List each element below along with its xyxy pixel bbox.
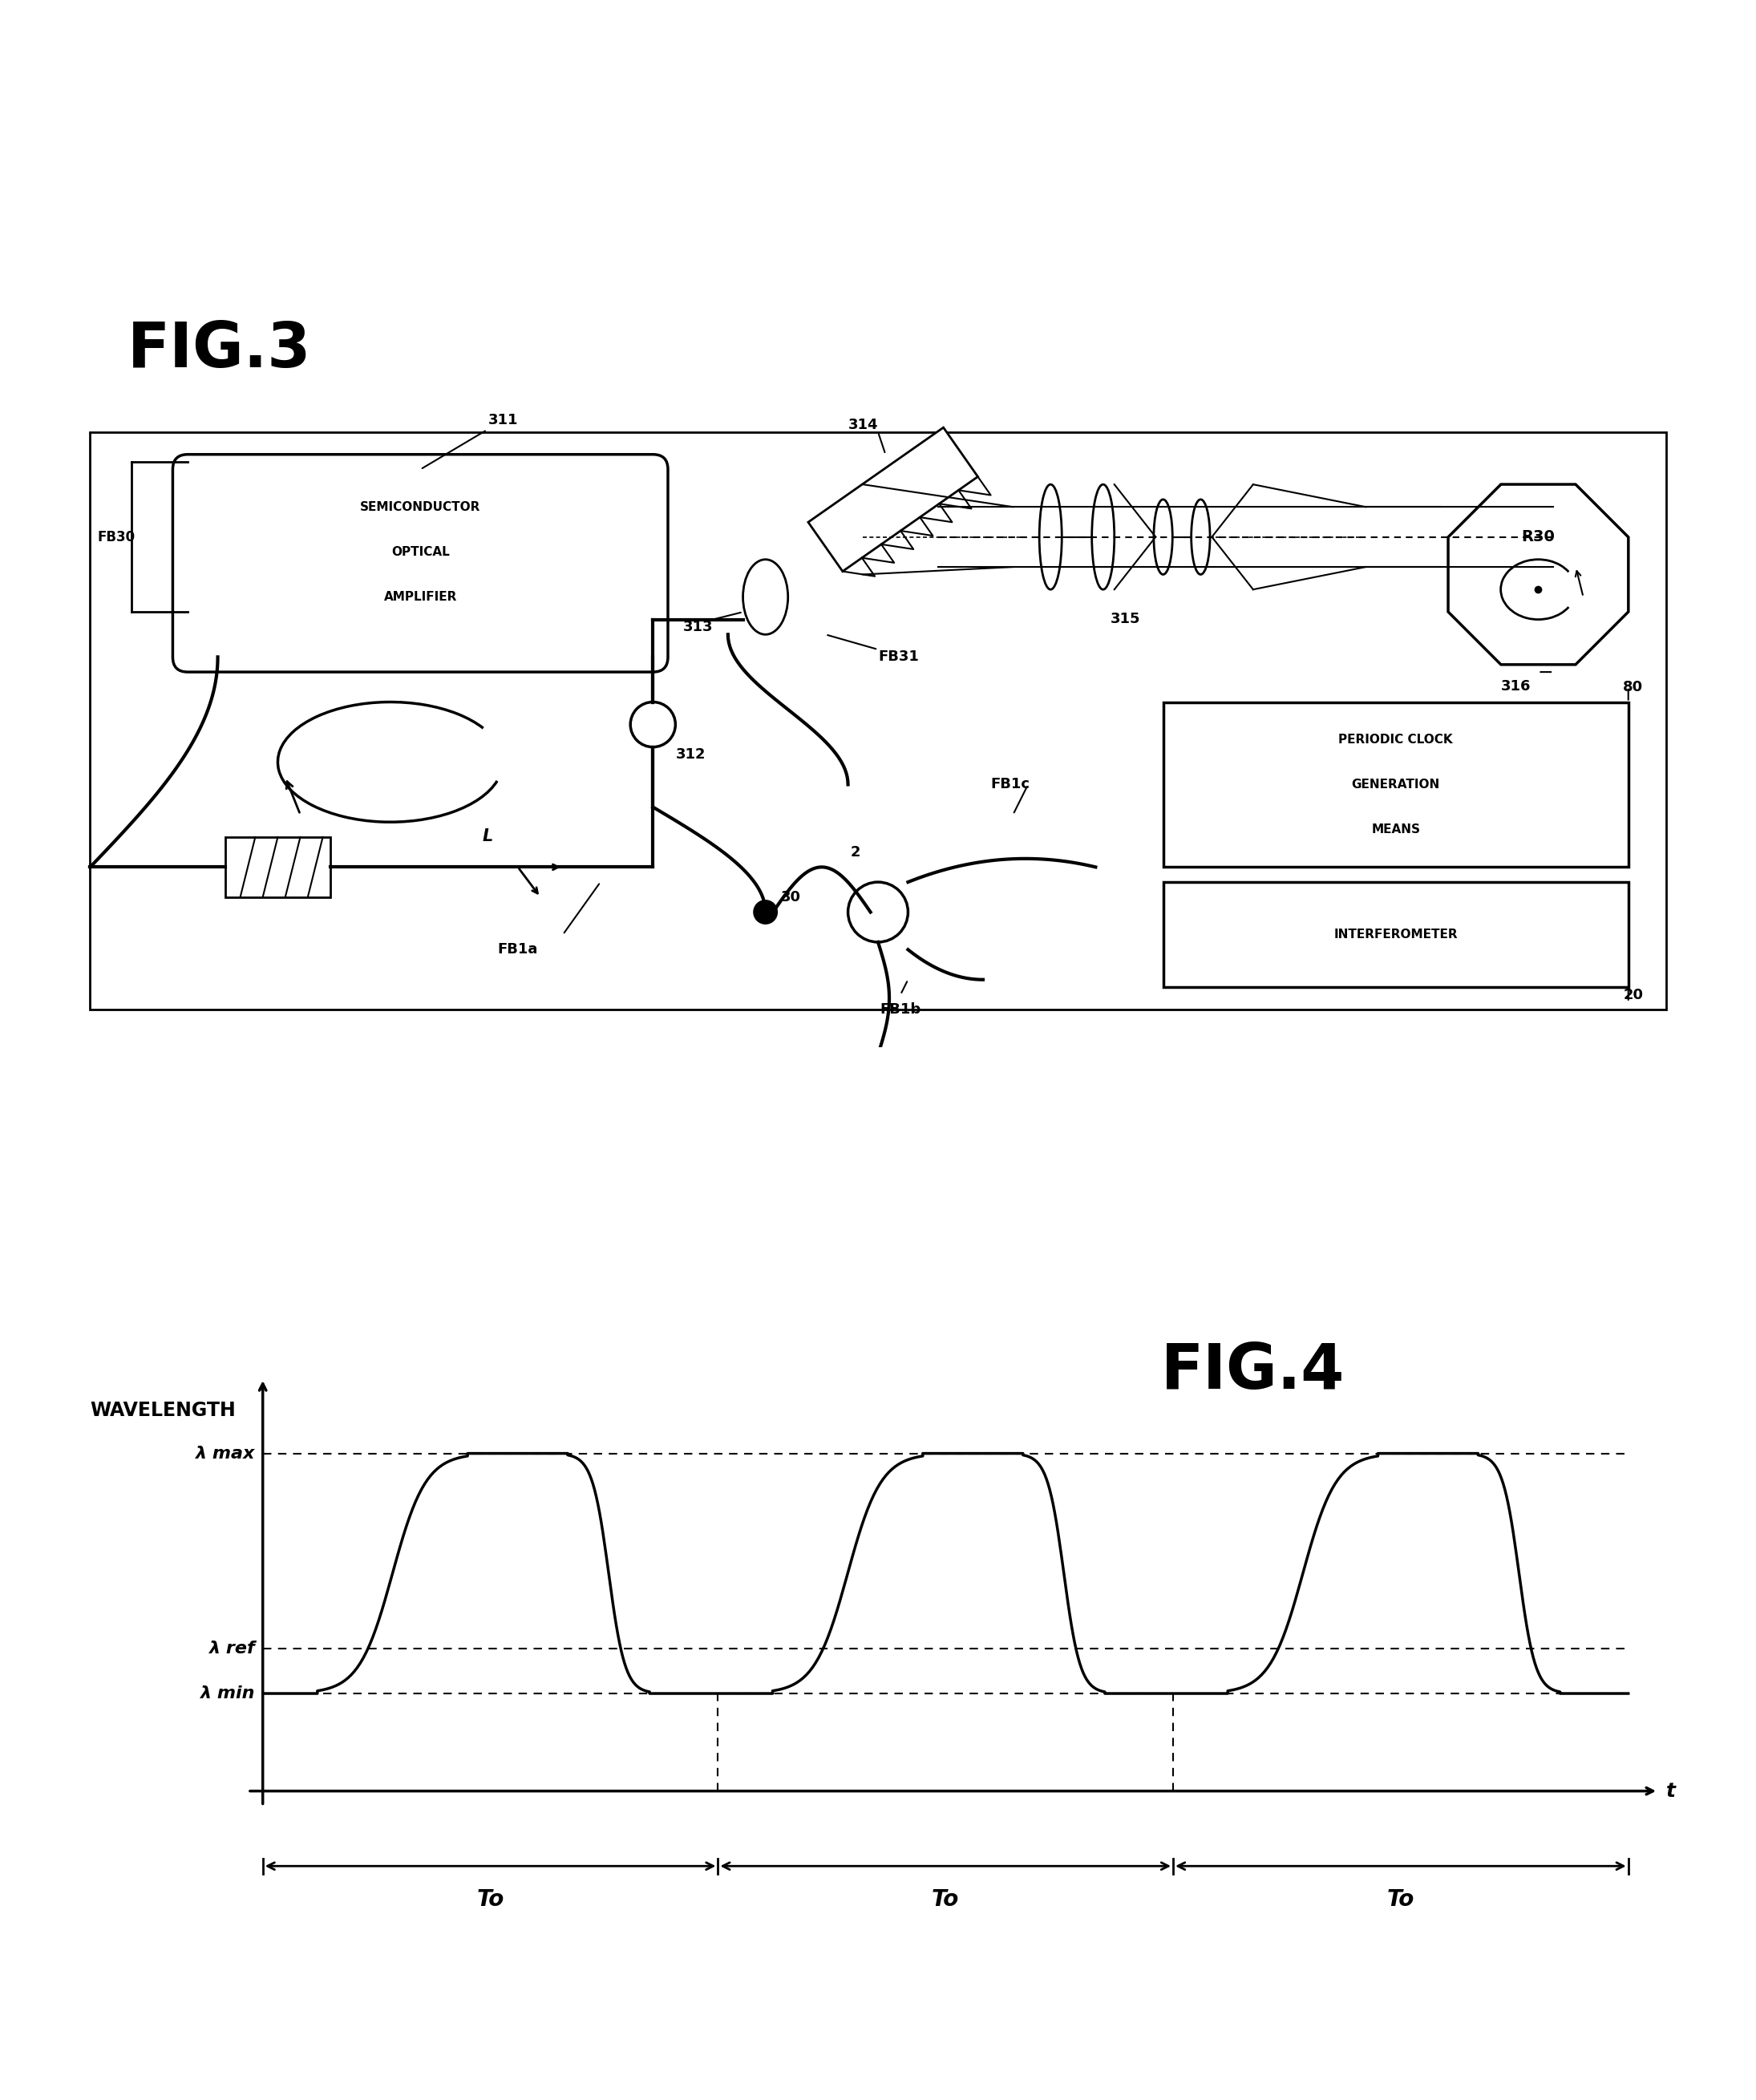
Text: 311: 311 [421,414,518,468]
Text: GENERATION: GENERATION [1352,779,1440,790]
Text: 80: 80 [1623,680,1644,695]
Bar [225,838,330,897]
Bar [1162,701,1628,867]
Text: 314: 314 [848,418,878,433]
Text: PERIODIC CLOCK: PERIODIC CLOCK [1338,733,1452,746]
Text: FB31: FB31 [878,649,918,664]
Text: 2: 2 [850,844,860,859]
Ellipse shape [1154,500,1173,575]
Circle shape [848,882,908,943]
Text: 312: 312 [676,748,706,762]
Text: t: t [1666,1781,1675,1800]
Text: 315: 315 [1110,611,1141,626]
Text: To: To [1387,1888,1415,1911]
Bar [90,433,1666,1010]
Text: To: To [932,1888,959,1911]
Text: WAVELENGTH: WAVELENGTH [90,1401,235,1420]
Text: 316: 316 [1501,680,1531,693]
Text: To: To [476,1888,504,1911]
Text: FIG.3: FIG.3 [128,319,313,380]
Text: λ ref: λ ref [209,1640,255,1657]
Text: SEMICONDUCTOR: SEMICONDUCTOR [360,502,481,512]
Text: 30: 30 [780,890,801,905]
Text: FB1b: FB1b [880,1002,922,1016]
Polygon shape [1449,485,1628,664]
Text: λ min: λ min [200,1686,255,1701]
Text: FIG.4: FIG.4 [1161,1342,1345,1403]
Text: R30: R30 [1521,529,1556,544]
Ellipse shape [743,559,788,634]
Ellipse shape [1191,500,1210,575]
Ellipse shape [1092,485,1115,590]
Circle shape [753,901,776,924]
Text: AMPLIFIER: AMPLIFIER [385,590,457,603]
Text: FB30: FB30 [98,529,135,544]
Text: INTERFEROMETER: INTERFEROMETER [1335,928,1457,941]
Circle shape [630,701,676,748]
Text: λ max: λ max [195,1445,255,1462]
Text: FB1a: FB1a [497,943,537,956]
Text: FB1c: FB1c [990,777,1029,792]
Text: 313: 313 [683,620,713,634]
FancyBboxPatch shape [172,454,667,672]
Bar [1162,882,1628,987]
Text: 20: 20 [1623,987,1644,1002]
Text: L: L [483,830,493,844]
Polygon shape [808,428,978,571]
Text: MEANS: MEANS [1371,823,1421,836]
Text: OPTICAL: OPTICAL [392,546,450,559]
Ellipse shape [1040,485,1062,590]
